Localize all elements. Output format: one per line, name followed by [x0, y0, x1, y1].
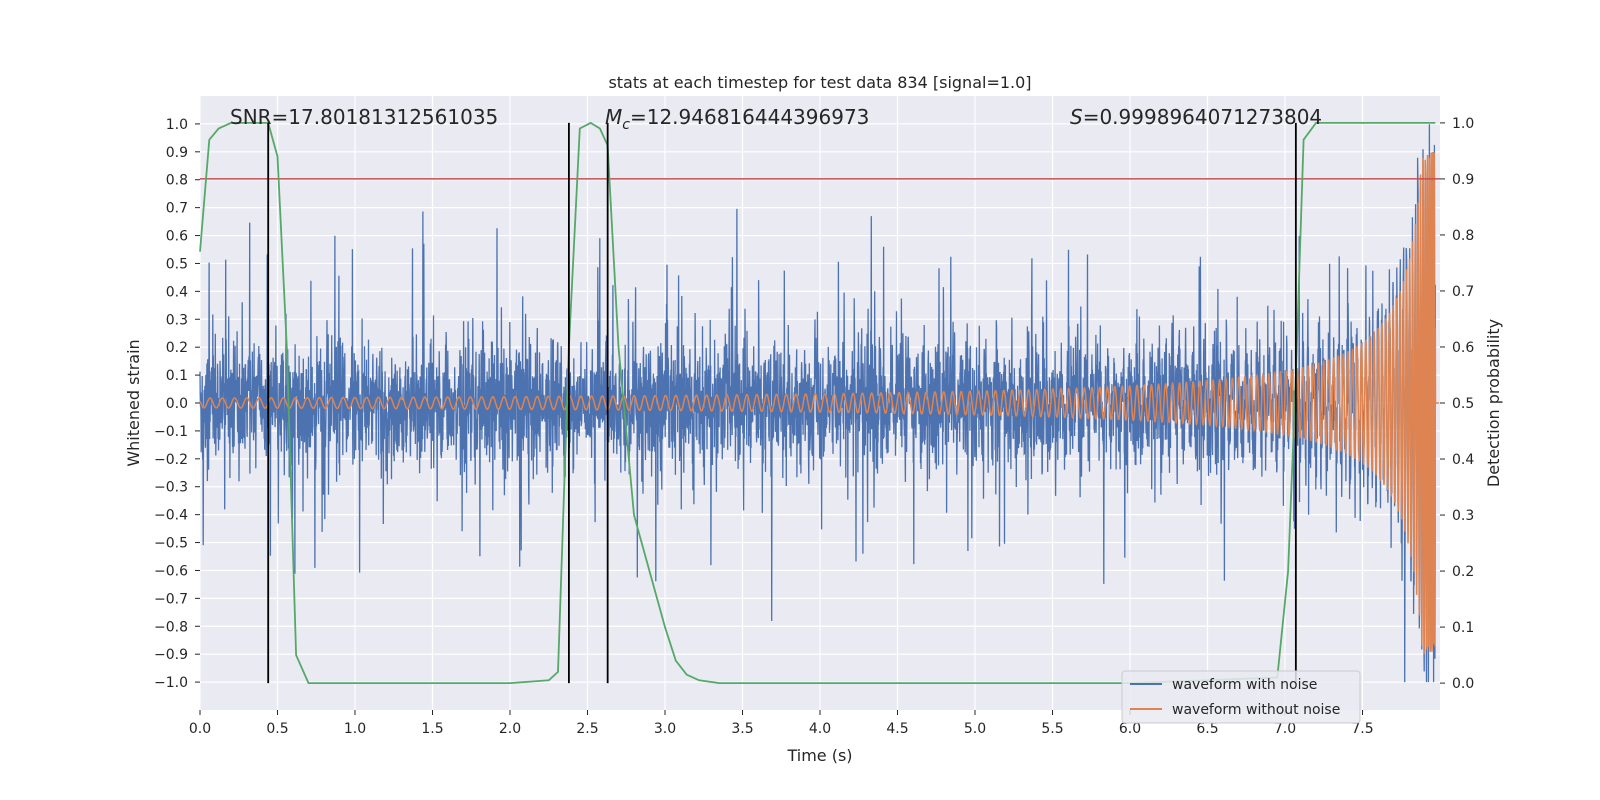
x-tick-label: 7.0 [1274, 721, 1296, 737]
y-tick-label: −0.3 [154, 480, 188, 496]
x-tick-label: 3.5 [731, 721, 753, 737]
event-lines-group [267, 122, 1297, 684]
y-tick-label: −0.1 [154, 424, 188, 440]
x-tick-label: 4.5 [886, 721, 908, 737]
y2-tick-label: 0.5 [1452, 396, 1474, 412]
y-tick-label: −0.5 [154, 536, 188, 552]
mc-value: =12.946816444396973 [630, 105, 869, 129]
x-tick-label: 1.5 [421, 721, 443, 737]
y-axis-label: Whitened strain [124, 339, 143, 466]
y-tick-label: −0.6 [154, 563, 188, 579]
x-tick-label: 6.5 [1196, 721, 1218, 737]
y-tick-label: −0.2 [154, 452, 188, 468]
x-tick-label: 7.5 [1351, 721, 1373, 737]
y-tick-label: −0.8 [154, 619, 188, 635]
x-tick-label: 2.5 [576, 721, 598, 737]
y-tick-label: 0.9 [166, 145, 188, 161]
y2-tick-label: 0.0 [1452, 676, 1474, 692]
legend: waveform with noise waveform without noi… [1121, 670, 1361, 724]
legend-label-noisy: waveform with noise [1172, 677, 1317, 693]
y-tick-label: 1.0 [166, 117, 188, 133]
mc-annotation: Mc=12.946816444396973 [605, 105, 869, 133]
clean-waveform-group [199, 151, 1440, 655]
x-tick-label: 4.0 [809, 721, 831, 737]
y2-tick-label: 0.2 [1452, 564, 1474, 580]
x-tick-label: 1.0 [344, 721, 366, 737]
y-tick-label: 0.1 [166, 368, 188, 384]
y-tick-label: −0.4 [154, 508, 188, 524]
legend-label-clean: waveform without noise [1172, 702, 1340, 718]
x-tick-label: 2.0 [499, 721, 521, 737]
y-tick-label: 0.6 [166, 229, 188, 245]
clean-waveform-line [199, 151, 1440, 655]
y-tick-label: 0.3 [166, 312, 188, 328]
legend-box [1121, 670, 1361, 724]
y-tick-label: 0.2 [166, 340, 188, 356]
x-tick-label: 5.0 [964, 721, 986, 737]
y-tick-label: 0.7 [166, 201, 188, 217]
snr-annotation: SNR=17.80181312561035 [230, 105, 498, 129]
x-axis-label: Time (s) [786, 746, 852, 765]
y-tick-label: −0.7 [154, 591, 188, 607]
noisy-waveform-line [199, 124, 1436, 683]
s-symbol: S [1070, 105, 1083, 129]
y-tick-label: 0.8 [166, 173, 188, 189]
y2-tick-label: 0.4 [1452, 452, 1474, 468]
y-tick-label: 0.5 [166, 256, 188, 272]
mc-symbol: M [605, 105, 622, 129]
y2-tick-label: 0.6 [1452, 340, 1474, 356]
mc-subscript: c [622, 117, 630, 133]
y2-tick-label: 0.9 [1452, 172, 1474, 188]
x-tick-label: 0.0 [189, 721, 211, 737]
s-annotation: S=0.9998964071273804 [1070, 105, 1322, 129]
chart-title: stats at each timestep for test data 834… [608, 73, 1031, 92]
x-tick-label: 0.5 [266, 721, 288, 737]
y-tick-label: −1.0 [154, 675, 188, 691]
ticks-group: 0.0 0.5 1.0 1.5 2.0 2.5 3.0 3.5 4.0 4.5 5.0 5.5 6.0 6… [154, 116, 1474, 737]
y2-tick-label: 0.8 [1452, 228, 1474, 244]
y2-tick-label: 0.7 [1452, 284, 1474, 300]
y2-axis-label: Detection probability [1484, 319, 1503, 487]
y-tick-label: 0.0 [166, 396, 188, 412]
y2-tick-label: 0.3 [1452, 508, 1474, 524]
y2-tick-label: 0.1 [1452, 620, 1474, 636]
y-tick-label: −0.9 [154, 647, 188, 663]
x-tick-label: 3.0 [654, 721, 676, 737]
y-tick-label: 0.4 [166, 284, 188, 300]
s-value: =0.9998964071273804 [1083, 105, 1322, 129]
x-tick-label: 5.5 [1041, 721, 1063, 737]
y2-tick-label: 1.0 [1452, 116, 1474, 132]
noisy-waveform-group [199, 124, 1436, 683]
x-tick-label: 6.0 [1119, 721, 1141, 737]
